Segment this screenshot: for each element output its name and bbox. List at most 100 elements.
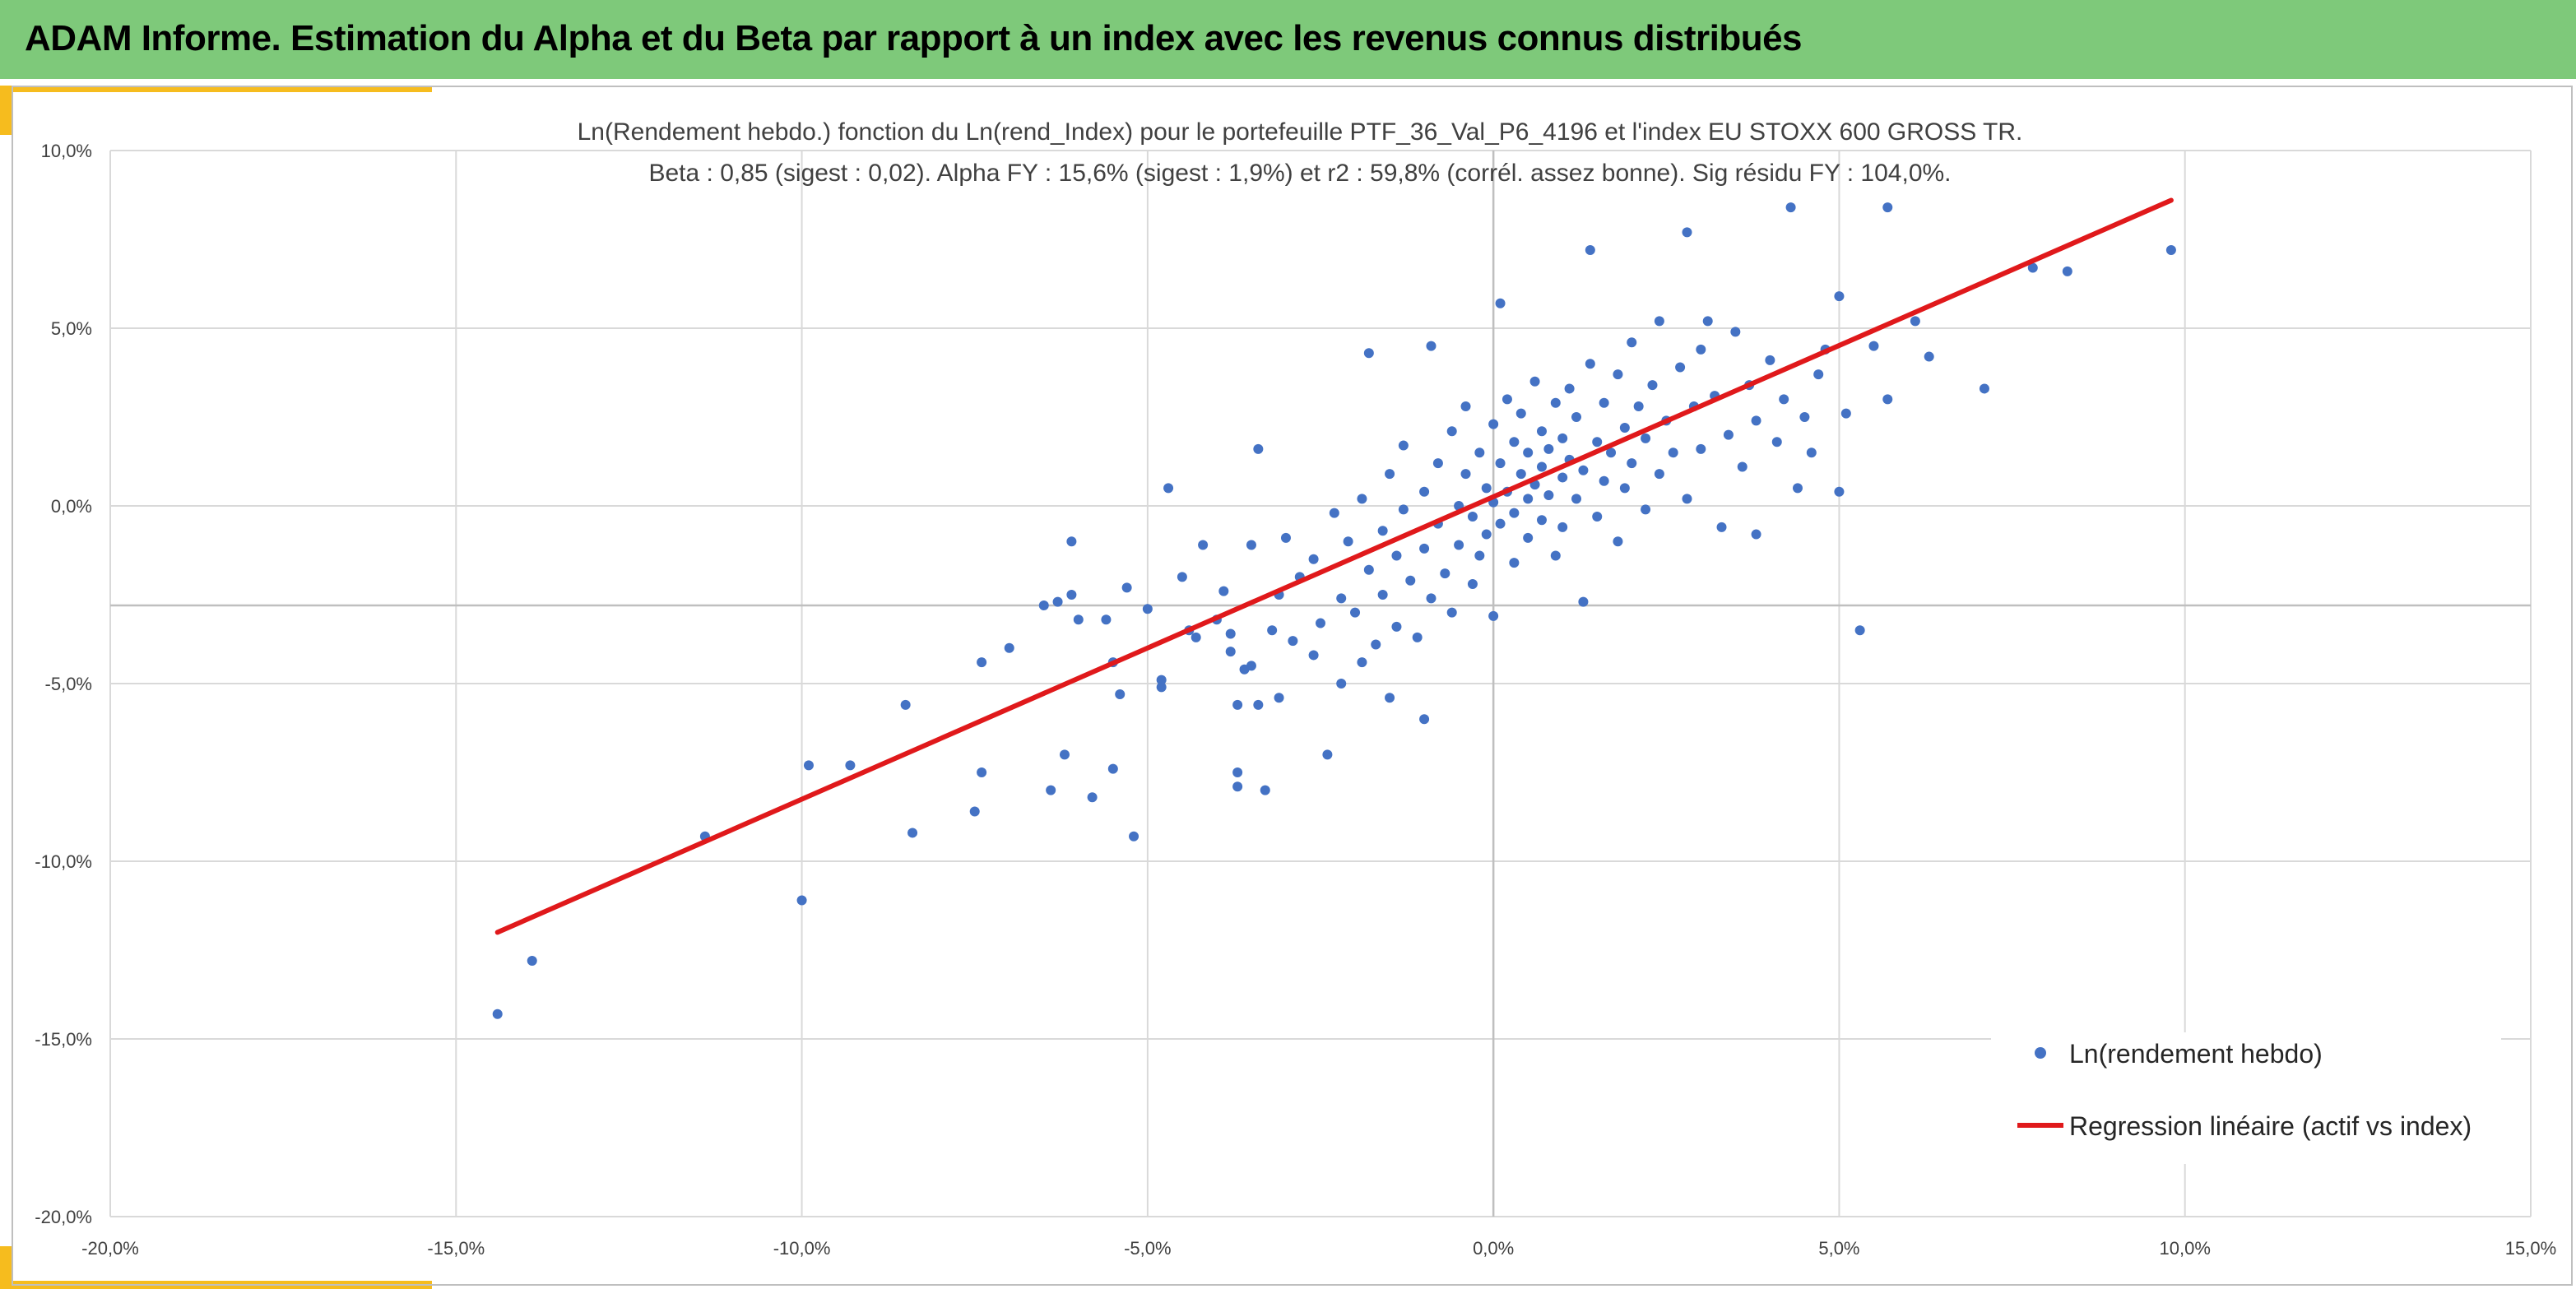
- data-point: [1087, 792, 1098, 803]
- data-point: [1613, 536, 1623, 547]
- data-point: [1882, 202, 1893, 213]
- data-point: [1619, 422, 1630, 433]
- x-tick-label: -5,0%: [1124, 1238, 1171, 1259]
- grid-layer: [109, 150, 2532, 1217]
- data-point: [1910, 316, 1920, 327]
- data-point: [1129, 831, 1139, 842]
- data-point: [1274, 693, 1284, 703]
- data-point: [1578, 596, 1589, 607]
- data-point: [1357, 494, 1367, 504]
- data-point: [1641, 504, 1651, 515]
- data-point: [1682, 494, 1692, 504]
- data-point: [1343, 536, 1353, 547]
- data-point: [1536, 461, 1547, 472]
- data-point: [1156, 682, 1167, 693]
- data-point: [1737, 461, 1748, 472]
- data-point: [1329, 508, 1339, 518]
- data-point: [1509, 508, 1520, 518]
- legend: Ln(rendement hebdo) Regression linéaire …: [1991, 1032, 2501, 1164]
- data-point: [1467, 579, 1478, 590]
- data-point: [1813, 369, 1824, 380]
- data-point: [1004, 642, 1014, 653]
- data-point: [1515, 469, 1526, 480]
- y-tick-label: 0,0%: [51, 496, 92, 517]
- data-point: [1529, 376, 1540, 387]
- data-point: [1432, 458, 1443, 469]
- data-point: [1454, 540, 1464, 550]
- data-point: [1260, 785, 1270, 795]
- data-point: [1467, 511, 1478, 522]
- data-point: [1336, 593, 1347, 604]
- data-point: [1232, 699, 1243, 710]
- data-point: [1585, 244, 1595, 255]
- data-point: [1702, 316, 1713, 327]
- data-point: [1412, 632, 1423, 642]
- data-point: [1840, 408, 1851, 419]
- data-point: [1557, 522, 1568, 532]
- data-point: [1641, 433, 1651, 443]
- y-tick-label: -20,0%: [35, 1207, 92, 1227]
- data-point: [1419, 714, 1430, 725]
- data-point: [1177, 572, 1187, 582]
- regression-line: [494, 197, 2174, 935]
- data-point: [907, 828, 918, 838]
- data-point: [1232, 781, 1243, 792]
- data-point: [1633, 401, 1644, 412]
- data-point: [1592, 437, 1603, 447]
- chart-frame: [12, 86, 2573, 1286]
- data-point: [1536, 426, 1547, 437]
- data-point: [1218, 586, 1229, 596]
- data-point: [2165, 244, 2176, 255]
- data-point: [1101, 614, 1112, 625]
- data-point: [1523, 532, 1534, 543]
- data-point: [1509, 437, 1520, 447]
- data-point: [1779, 394, 1789, 405]
- data-point: [1585, 359, 1595, 369]
- data-point: [1350, 607, 1361, 618]
- data-point: [1613, 369, 1623, 380]
- y-tick-label: 10,0%: [41, 141, 92, 161]
- data-point: [1426, 593, 1437, 604]
- data-point: [1675, 362, 1686, 373]
- data-point: [845, 760, 856, 771]
- data-point: [1751, 529, 1761, 540]
- x-tick-label: 15,0%: [2505, 1238, 2556, 1259]
- data-point: [1191, 632, 1201, 642]
- data-point: [977, 767, 987, 777]
- data-point: [1288, 636, 1298, 647]
- data-point: [1385, 469, 1395, 480]
- data-point: [1571, 412, 1582, 422]
- data-point: [1426, 341, 1437, 351]
- data-point: [1460, 401, 1471, 412]
- data-point: [1543, 490, 1554, 501]
- data-point: [1419, 543, 1430, 554]
- y-tick-label: -5,0%: [45, 674, 92, 694]
- data-point: [1253, 443, 1264, 454]
- data-point: [796, 895, 807, 906]
- axis-layer: [110, 151, 2531, 1217]
- data-point: [1654, 469, 1664, 480]
- chart-subtitle: Beta : 0,85 (sigest : 0,02). Alpha FY : …: [648, 160, 1951, 187]
- data-point: [1405, 575, 1416, 586]
- data-point: [1751, 415, 1761, 426]
- data-point: [1446, 426, 1457, 437]
- data-point: [1460, 469, 1471, 480]
- data-point: [1308, 554, 1319, 564]
- data-point: [1377, 526, 1388, 536]
- data-point: [1398, 440, 1409, 451]
- data-point: [1509, 558, 1520, 568]
- data-point: [1924, 351, 1934, 362]
- data-point: [1716, 522, 1727, 532]
- data-point: [1550, 397, 1561, 408]
- data-point: [1647, 380, 1658, 391]
- data-point: [1627, 337, 1637, 348]
- accent-bar-bottom-vertical: [0, 1246, 12, 1289]
- data-point: [1599, 475, 1609, 486]
- data-point: [1785, 202, 1796, 213]
- data-point: [1474, 447, 1485, 458]
- x-tick-label: -10,0%: [773, 1238, 831, 1259]
- data-point: [1474, 550, 1485, 561]
- data-point: [1046, 785, 1056, 795]
- data-point: [1578, 465, 1589, 475]
- points-layer: [492, 202, 2176, 1019]
